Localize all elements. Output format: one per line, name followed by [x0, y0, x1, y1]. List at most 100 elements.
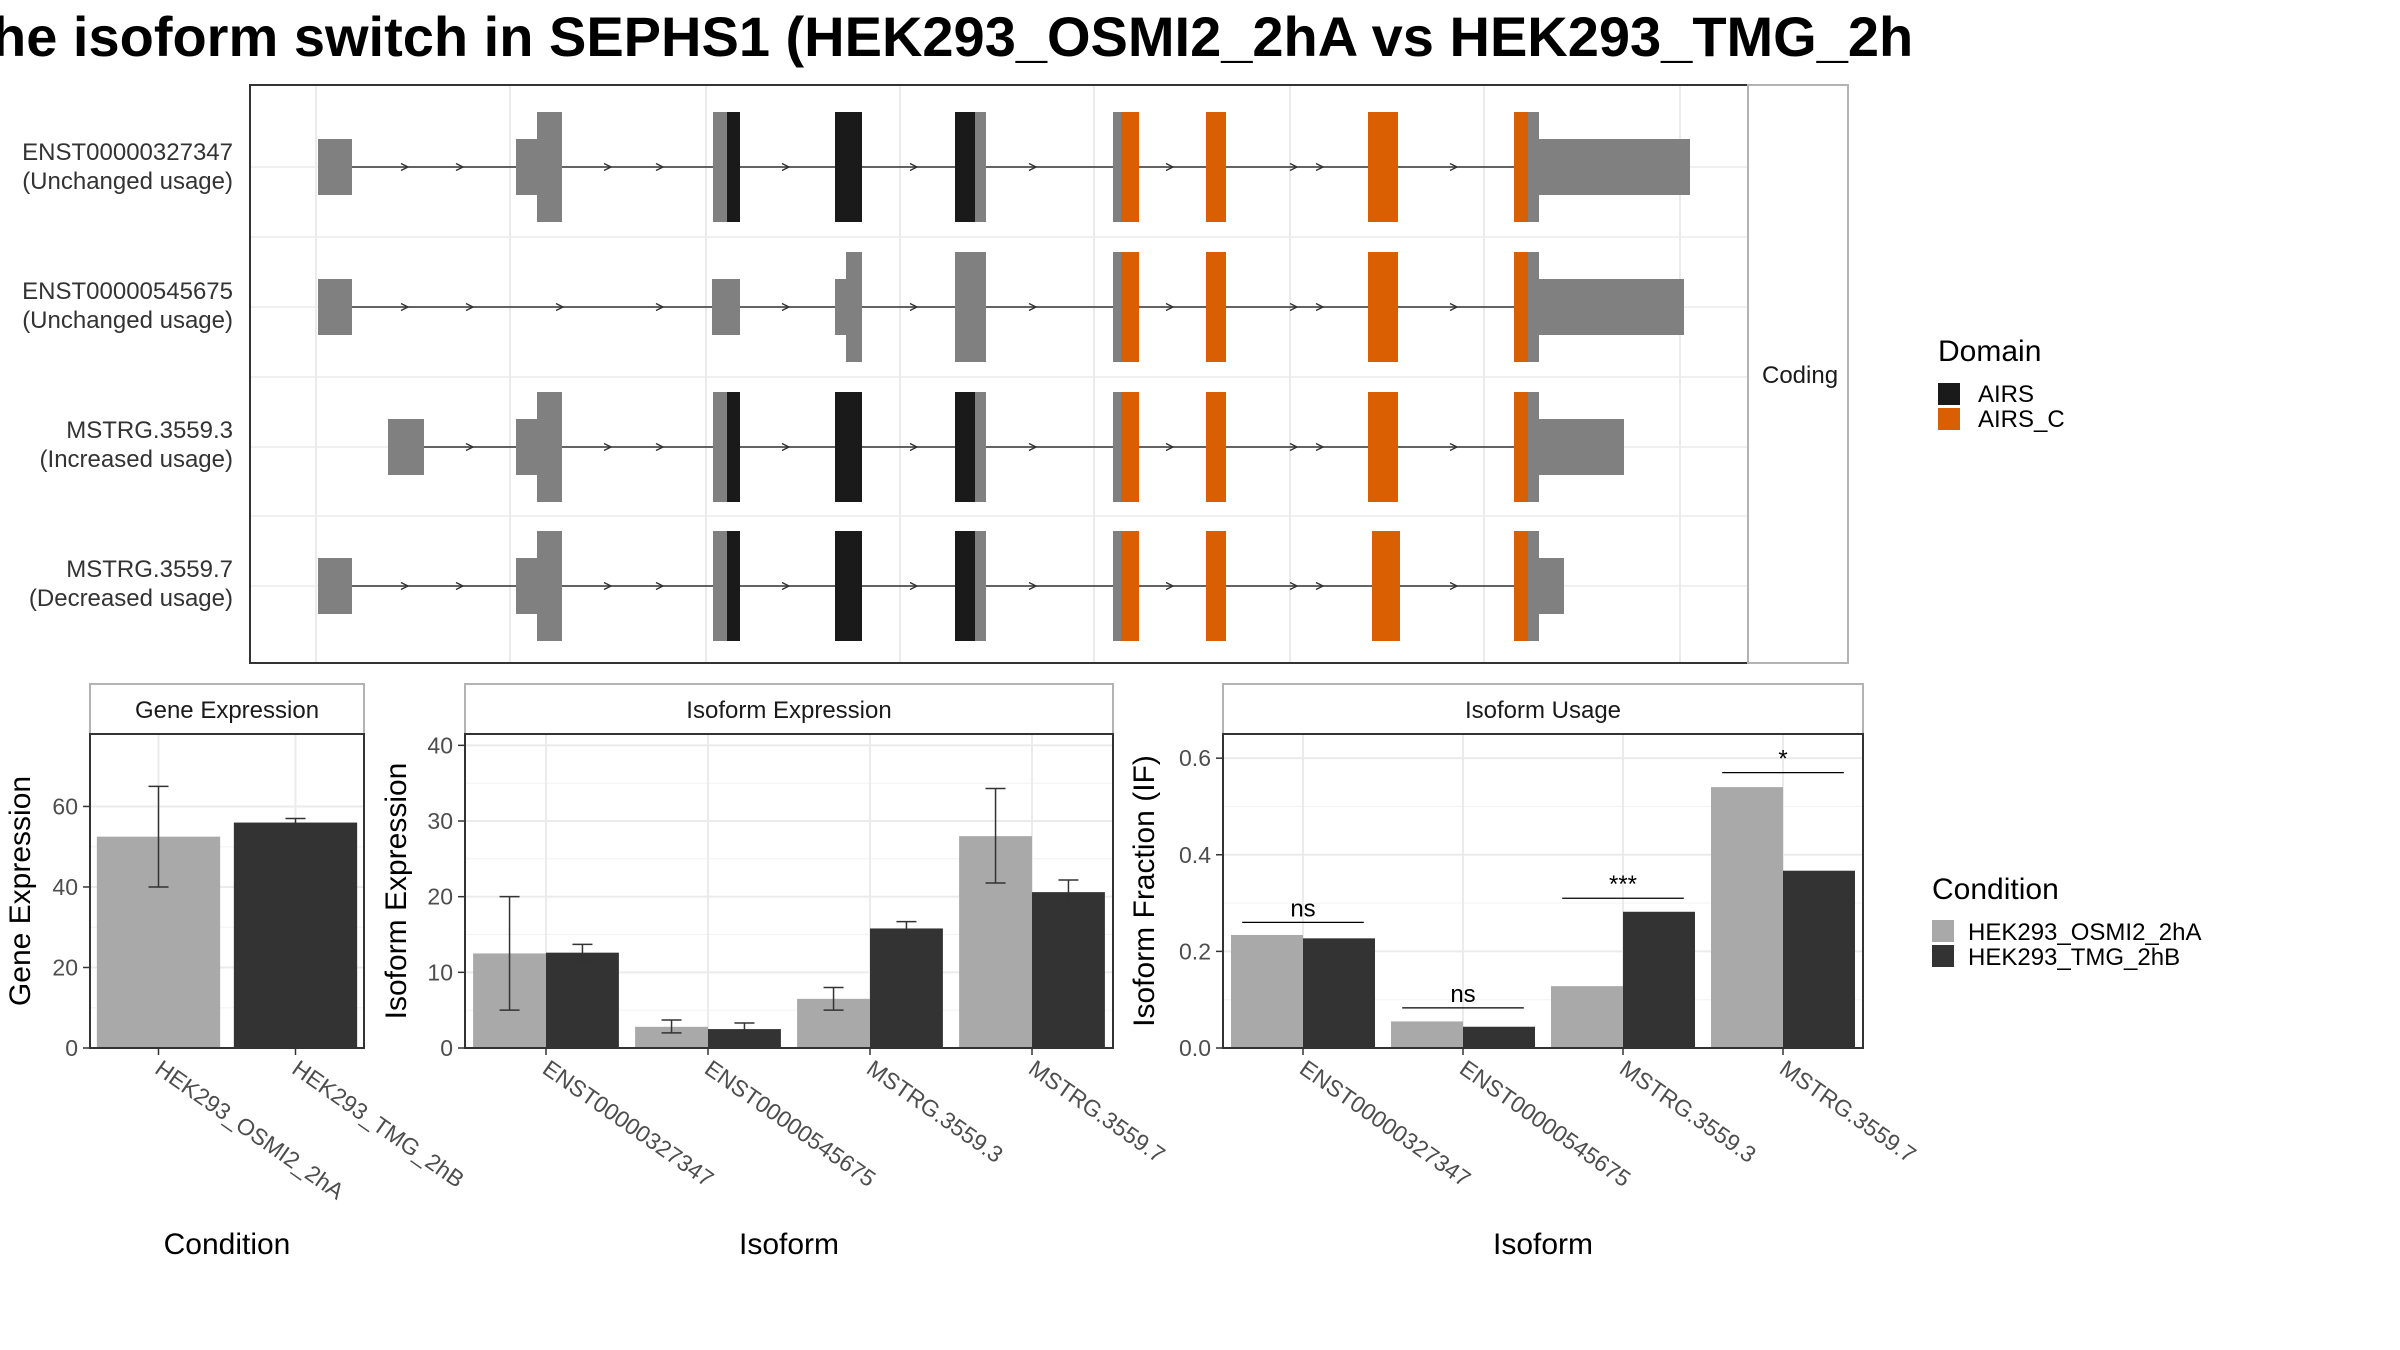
y-tick-label: 20 [52, 954, 78, 980]
exon-segment [713, 112, 727, 222]
y-tick-label: 0 [65, 1035, 78, 1061]
exon-segment [1528, 392, 1539, 502]
exon-segment [516, 139, 537, 195]
panel-border [464, 733, 1114, 1049]
intron-direction-arrow [1289, 581, 1299, 591]
intron-direction-arrow [400, 581, 410, 591]
x-axis-title: Condition [164, 1228, 291, 1261]
transcript-usage-label: (Unchanged usage) [22, 307, 233, 334]
panel-border [1222, 733, 1864, 1049]
y-tick-label: 0.4 [1179, 842, 1211, 868]
isoform-expression-panel: Isoform Expression 0 10 20 30 40 ENST000003273… [380, 683, 1170, 1261]
intron-direction-arrow [1165, 442, 1175, 452]
exon-domain-airs [955, 392, 975, 502]
x-tick-label: ENST00000327347 [1295, 1055, 1475, 1192]
bar [708, 1029, 781, 1048]
intron-direction-arrow [400, 302, 410, 312]
y-tick-label: 60 [52, 793, 78, 819]
x-tick-label: MSTRG.3559.3 [862, 1055, 1008, 1168]
intron-direction-arrow [781, 302, 791, 312]
condition-legend-title: Condition [1932, 873, 2059, 906]
y-tick-label: 30 [427, 808, 453, 834]
exon-domain-airs-c [1206, 112, 1226, 222]
y-tick-label: 20 [427, 884, 453, 910]
significance-label: ns [1290, 895, 1315, 922]
bar [546, 952, 619, 1048]
intron-direction-arrow [455, 162, 465, 172]
panel-strip-label: Gene Expression [135, 697, 319, 724]
exon-domain-airs-c [1372, 531, 1400, 641]
intron-direction-arrow [1449, 581, 1459, 591]
transcript-label-1: ENST00000327347 (Unchanged usage) [22, 139, 233, 195]
bar [1463, 1026, 1535, 1048]
bar [1391, 1021, 1463, 1048]
figure-title: he isoform switch in SEPHS1 (HEK293_OSMI… [0, 5, 1913, 68]
exon-segment [713, 531, 727, 641]
exon-segment [318, 279, 352, 335]
intron-direction-arrow [781, 162, 791, 172]
exon-segment [955, 252, 986, 362]
x-tick-label: ENST00000545675 [700, 1055, 880, 1192]
exon-segment [1528, 252, 1539, 362]
intron-direction-arrow [1315, 162, 1325, 172]
exon-segment [1528, 531, 1539, 641]
transcript-id-label: MSTRG.3559.7 [66, 556, 233, 583]
legend-label-tmg: HEK293_TMG_2hB [1968, 944, 2180, 971]
exon-domain-airs-c [1121, 252, 1139, 362]
x-axis-title: Isoform [1493, 1228, 1593, 1261]
y-tick-label: 10 [427, 959, 453, 985]
exon-segment [537, 531, 562, 641]
legend-label-osmi2: HEK293_OSMI2_2hA [1968, 919, 2201, 946]
exon-domain-airs [727, 392, 740, 502]
transcript-id-label: MSTRG.3559.3 [66, 417, 233, 444]
intron-direction-arrow [655, 442, 665, 452]
exon-domain-airs [835, 112, 862, 222]
exon-domain-airs-c [1514, 112, 1528, 222]
bar [870, 928, 943, 1048]
x-tick-label: MSTRG.3559.3 [1615, 1055, 1761, 1168]
intron-direction-arrow [909, 442, 919, 452]
intron-direction-arrow [781, 442, 791, 452]
intron-direction-arrow [1028, 581, 1038, 591]
transcript-label-4: MSTRG.3559.7 (Decreased usage) [29, 556, 233, 612]
exon-segment [1113, 252, 1121, 362]
bar [1711, 787, 1783, 1048]
bar [635, 1026, 708, 1048]
exon-domain-airs [727, 531, 740, 641]
exon-domain-airs [835, 392, 862, 502]
legend-key-airs [1938, 383, 1960, 405]
transcript-structure-panel: Coding ENST00000327347 (Unchanged usage)… [22, 84, 1849, 664]
intron-direction-arrow [465, 442, 475, 452]
exon-domain-airs-c [1121, 112, 1139, 222]
transcript-id-label: ENST00000545675 [22, 278, 233, 305]
intron-direction-arrow [1028, 442, 1038, 452]
intron-direction-arrow [909, 162, 919, 172]
panel-border [89, 733, 365, 1049]
intron-direction-arrow [909, 302, 919, 312]
exon-segment [537, 392, 562, 502]
exon-segment [1539, 279, 1684, 335]
intron-direction-arrow [555, 302, 565, 312]
y-tick-label: 0.0 [1179, 1035, 1211, 1061]
exon-segment [1528, 112, 1539, 222]
bar [1303, 938, 1375, 1048]
intron-direction-arrow [465, 302, 475, 312]
y-tick-label: 40 [427, 732, 453, 758]
bar [1032, 892, 1105, 1048]
intron-direction-arrow [1289, 302, 1299, 312]
y-axis-title: Isoform Fraction (IF) [1128, 755, 1161, 1027]
significance-label: * [1778, 746, 1787, 773]
intron-direction-arrow [1028, 162, 1038, 172]
gene-expression-panel: Gene Expression0204060HEK293_OSMI2_2hAHE… [4, 683, 469, 1261]
exon-segment [516, 558, 537, 614]
exon-segment [1113, 112, 1121, 222]
exon-domain-airs-c [1121, 392, 1139, 502]
intron-direction-arrow [400, 162, 410, 172]
exon-segment [1539, 419, 1624, 475]
facet-strip-coding [1747, 84, 1849, 664]
exon-segment [975, 392, 986, 502]
intron-direction-arrow [655, 162, 665, 172]
significance-label: ns [1450, 981, 1475, 1008]
exon-domain-airs-c [1514, 252, 1528, 362]
